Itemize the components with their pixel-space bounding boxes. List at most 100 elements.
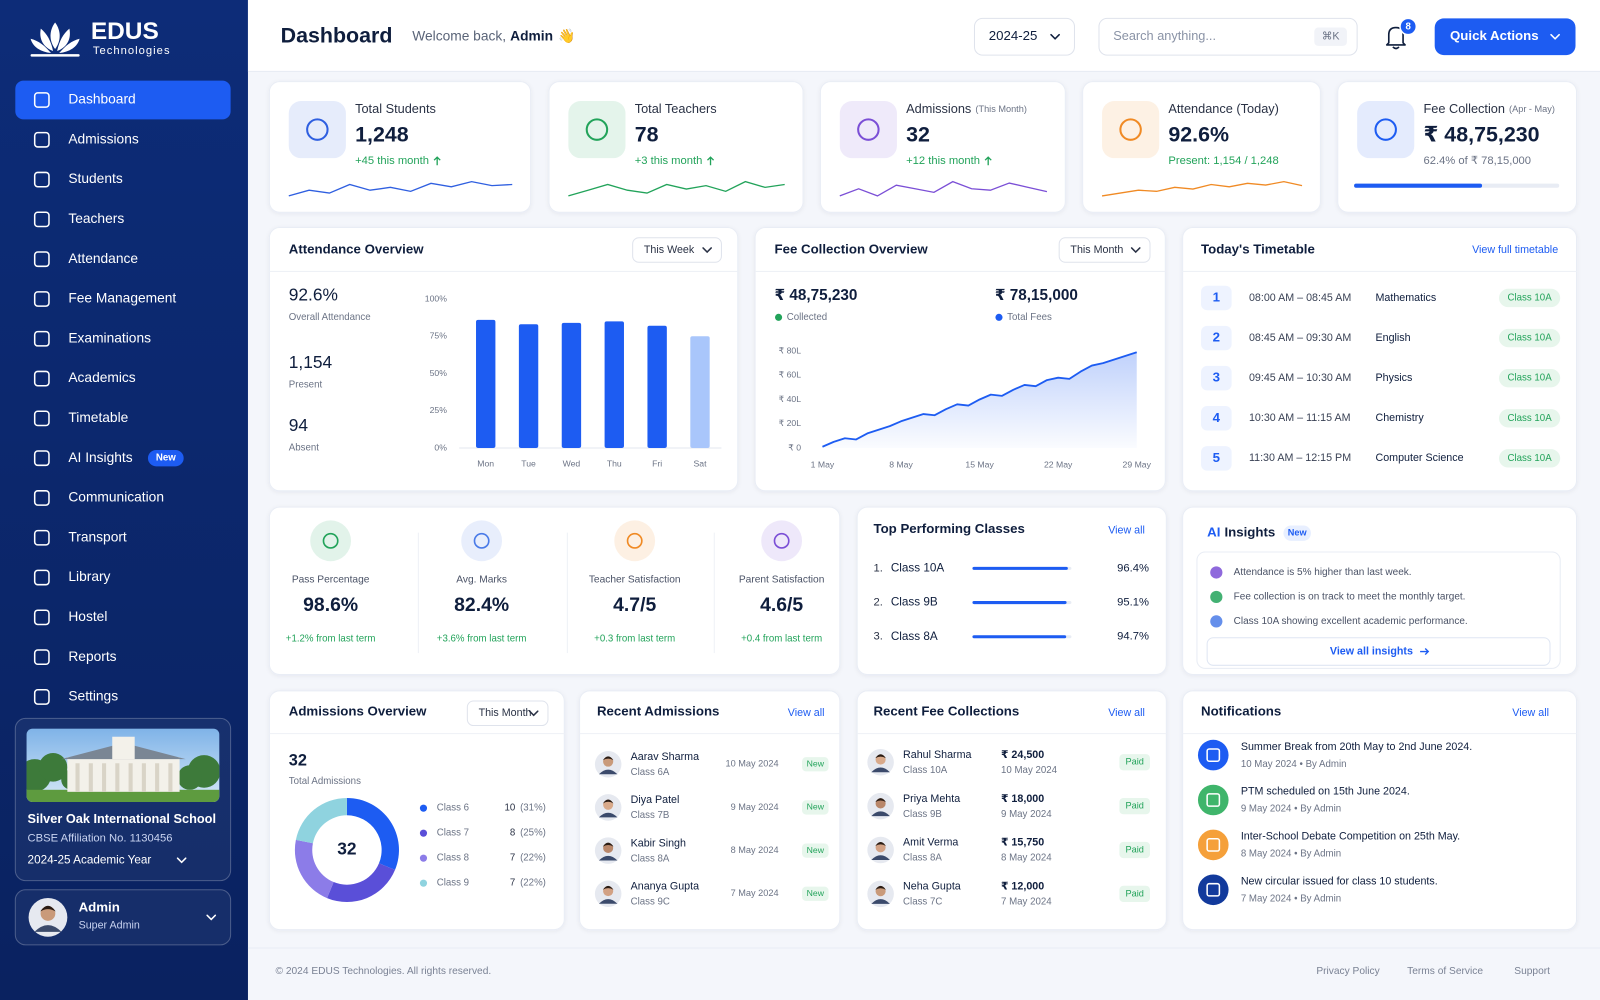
kpi-card <box>268 506 841 675</box>
quick-actions-button[interactable] <box>1434 18 1576 56</box>
footer-link[interactable]: Terms of Service <box>1407 966 1483 977</box>
status-label: New <box>807 759 825 769</box>
status-label: Paid <box>1126 757 1144 767</box>
menu-item[interactable]: AI Insights New <box>33 450 184 467</box>
class-chip <box>1498 409 1561 428</box>
menu-label[interactable]: Timetable <box>68 410 128 425</box>
stat-value: 32 <box>906 122 930 146</box>
card-link[interactable]: View all <box>1108 707 1145 719</box>
x-tick-label: Tue <box>521 459 536 469</box>
x-tick-label: 22 May <box>1044 460 1073 470</box>
card-link[interactable]: View all <box>1108 524 1145 536</box>
period-subject: Chemistry <box>1376 412 1425 424</box>
filter-select[interactable] <box>466 700 549 727</box>
menu-item[interactable]: Hostel <box>33 609 108 626</box>
class-score: 94.7% <box>1117 631 1149 643</box>
menu-label[interactable]: Communication <box>68 490 164 505</box>
menu-label[interactable]: Academics <box>68 370 135 385</box>
legend-label: Class 9 <box>437 878 469 889</box>
bar <box>647 325 667 448</box>
filter-label[interactable]: This Month <box>479 707 532 719</box>
class-rank: 2. <box>873 597 882 609</box>
footer-link[interactable]: Privacy Policy <box>1316 966 1380 977</box>
fee-summary-label: Total Fees <box>1007 312 1052 323</box>
period-box <box>1201 406 1232 431</box>
menu-label[interactable]: Library <box>68 569 110 584</box>
menu-item[interactable]: Settings <box>33 689 119 705</box>
menu-label[interactable]: Transport <box>68 529 127 544</box>
menu-item[interactable]: Students <box>33 171 123 188</box>
card-title: Today's Timetable <box>1201 242 1315 257</box>
menu-label[interactable]: Students <box>68 171 122 186</box>
school-year[interactable]: 2024-25 Academic Year <box>28 853 152 866</box>
menu-label[interactable]: Settings <box>68 689 118 704</box>
page-title: Dashboard <box>281 23 393 47</box>
class-chip-label: Class 10A <box>1508 373 1553 384</box>
tree <box>38 753 68 782</box>
x-tick-label: Mon <box>477 459 494 469</box>
menu-item[interactable]: Fee Management <box>33 291 177 307</box>
status-chip <box>802 757 829 772</box>
menu-label[interactable]: AI Insights <box>68 450 132 465</box>
notification-icon <box>1197 739 1229 771</box>
ai-badge: New <box>1288 528 1308 538</box>
building <box>67 757 180 792</box>
period-number: 5 <box>1213 450 1220 465</box>
class-chip-label: Class 10A <box>1508 413 1553 424</box>
menu-item[interactable]: Timetable <box>33 410 129 427</box>
x-tick-label: 8 May <box>889 460 913 470</box>
column <box>128 763 133 792</box>
menu-item[interactable]: Reports <box>33 649 117 666</box>
year-select[interactable] <box>973 17 1075 56</box>
admission-date: 7 May 2024 <box>731 888 779 898</box>
filter-label[interactable]: This Week <box>644 244 695 256</box>
score-bar <box>972 601 1067 605</box>
avatar-head <box>875 798 886 809</box>
menu-item[interactable]: Library <box>33 569 111 586</box>
up-arrow <box>706 156 715 166</box>
menu-item[interactable]: Academics <box>33 370 136 387</box>
card-link[interactable]: View all <box>788 707 825 719</box>
card-link[interactable]: View full timetable <box>1472 244 1558 256</box>
menu-label[interactable]: Hostel <box>68 609 107 624</box>
bar <box>690 336 710 448</box>
insights-button[interactable] <box>1206 637 1551 666</box>
shortcut: ⌘K <box>1322 31 1341 43</box>
filter-select[interactable] <box>632 237 722 263</box>
menu-item[interactable]: Transport <box>33 529 127 546</box>
menu-item[interactable]: Communication <box>33 490 164 506</box>
card-link[interactable]: View all <box>1512 707 1549 719</box>
attendance-card <box>268 227 739 492</box>
menu-label[interactable]: Admissions <box>68 131 138 146</box>
stat-icon-bg <box>568 101 626 159</box>
menu-item[interactable]: Teachers <box>33 211 125 228</box>
kpi-label: Teacher Satisfaction <box>589 574 681 585</box>
menu-item[interactable]: Admissions <box>33 131 139 148</box>
menu-label[interactable]: Fee Management <box>68 291 176 306</box>
period-time: 09:45 AM – 10:30 AM <box>1249 372 1351 384</box>
menu-item[interactable]: Dashboard <box>15 80 231 120</box>
avatar-hair <box>602 756 614 761</box>
payer-class: Class 9B <box>903 809 942 820</box>
insights-link[interactable]: View all insights <box>1330 645 1413 657</box>
period-number: 1 <box>1213 289 1220 304</box>
year-select-label[interactable]: 2024-25 <box>989 28 1038 43</box>
footer-link[interactable]: Support <box>1514 966 1550 977</box>
menu-label[interactable]: Attendance <box>68 251 138 266</box>
search-placeholder[interactable]: Search anything... <box>1113 28 1216 43</box>
status-label: Paid <box>1126 844 1144 854</box>
menu-label[interactable]: Examinations <box>68 330 151 345</box>
menu-item[interactable]: Attendance <box>33 251 139 268</box>
menu-label[interactable]: Dashboard <box>68 92 135 107</box>
menu-label[interactable]: Teachers <box>68 211 124 226</box>
menu-label[interactable]: Reports <box>68 649 116 664</box>
chevron <box>176 857 187 864</box>
filter-select[interactable] <box>1058 237 1151 263</box>
search-box[interactable] <box>1098 17 1358 56</box>
filter-label[interactable]: This Month <box>1070 244 1123 256</box>
user-card[interactable] <box>14 889 232 946</box>
quick-actions-label[interactable]: Quick Actions <box>1450 28 1539 43</box>
bell-icon[interactable] <box>1385 26 1406 50</box>
avatar-hair <box>875 798 886 803</box>
menu-item[interactable]: Examinations <box>33 330 151 347</box>
